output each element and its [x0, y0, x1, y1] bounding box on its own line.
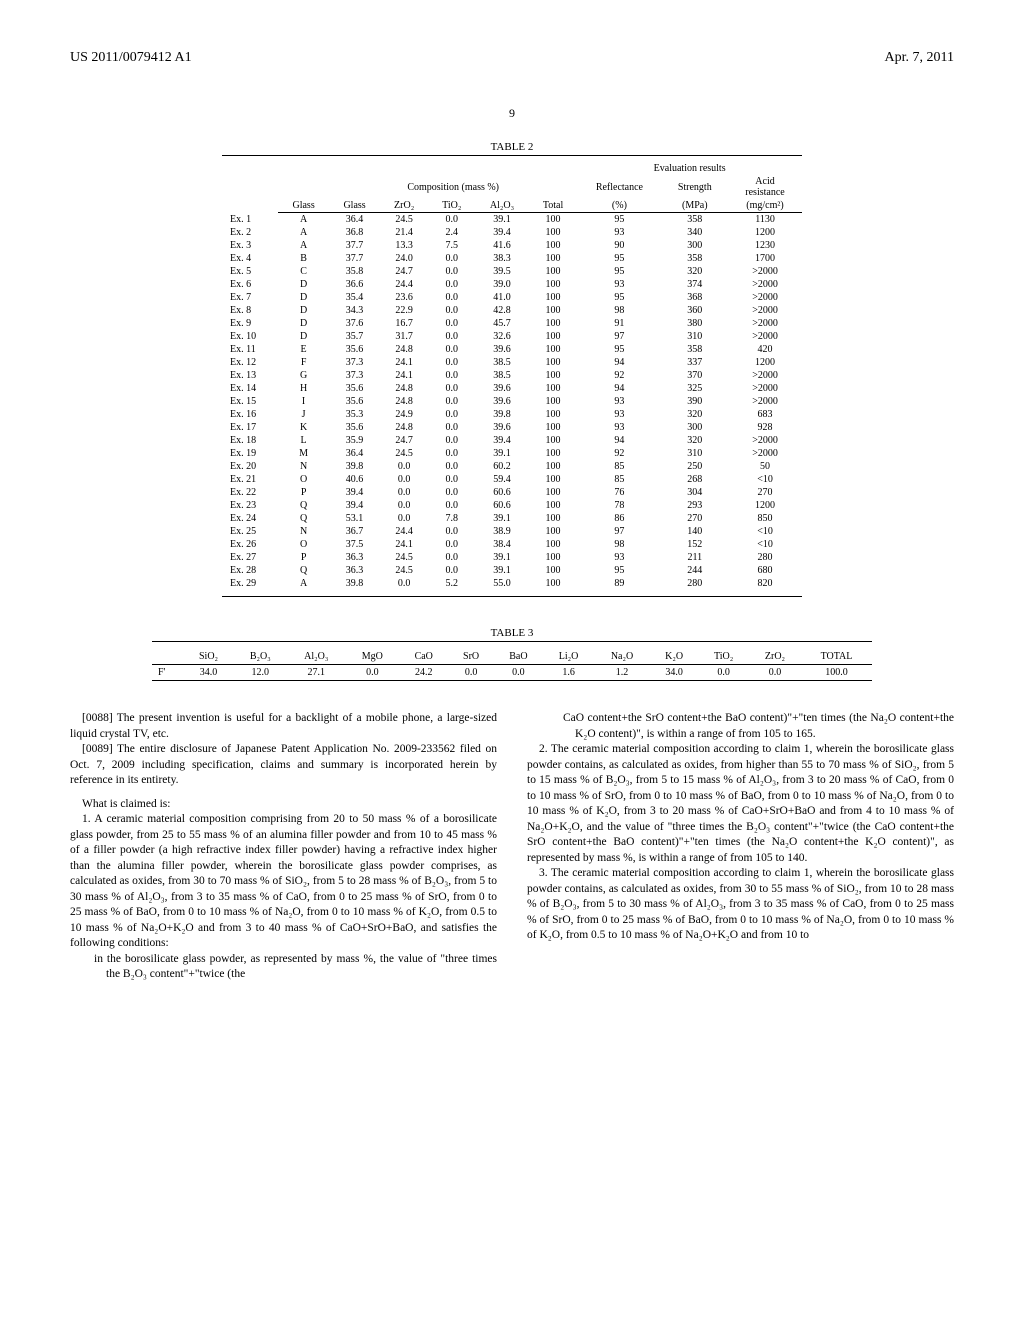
- refl-label: Reflectance: [577, 175, 661, 199]
- claim-1-cont: CaO content+the SrO content+the BaO cont…: [563, 711, 954, 742]
- table3-caption: TABLE 3: [70, 627, 954, 639]
- table-row: Ex. 2A36.821.42.439.4100933401200: [222, 226, 802, 239]
- para-89: [0089] The entire disclosure of Japanese…: [70, 742, 497, 789]
- table3-col-header: BaO: [494, 649, 543, 665]
- table2-col-header: Glass: [329, 199, 380, 213]
- table-row: Ex. 8D34.322.90.042.810098360>2000: [222, 304, 802, 317]
- table2-col-header: Total: [529, 199, 578, 213]
- table2-col-header: (mg/cm²): [728, 199, 802, 213]
- table-row: Ex. 7D35.423.60.041.010095368>2000: [222, 291, 802, 304]
- table3-col-header: TOTAL: [801, 649, 872, 665]
- eval-header: Evaluation results: [577, 162, 802, 175]
- table-row: Ex. 19M36.424.50.039.110092310>2000: [222, 447, 802, 460]
- table-row: Ex. 22P39.40.00.060.610076304270: [222, 486, 802, 499]
- table3-col-header: SrO: [448, 649, 494, 665]
- table3-col-header: K₂O: [650, 649, 698, 665]
- claims-heading: What is claimed is:: [70, 797, 497, 813]
- table2-col-header: Al₂O₃: [475, 199, 529, 213]
- claim-1: 1. A ceramic material composition compri…: [70, 812, 497, 952]
- table-row: Ex. 3A37.713.37.541.6100903001230: [222, 239, 802, 252]
- table2-col-header: TiO₂: [428, 199, 475, 213]
- table2-col-header: [222, 199, 278, 213]
- table3-col-header: TiO₂: [698, 649, 749, 665]
- table-row: Ex. 12F37.324.10.038.5100943371200: [222, 356, 802, 369]
- publication-number: US 2011/0079412 A1: [70, 50, 192, 66]
- table2-col-header: Glass: [278, 199, 329, 213]
- table-row: Ex. 25N36.724.40.038.910097140<10: [222, 525, 802, 538]
- page-number: 9: [70, 106, 954, 121]
- table2-caption: TABLE 2: [70, 141, 954, 153]
- table3-col-header: Li₂O: [543, 649, 594, 665]
- table3-col-header: Al₂O₃: [287, 649, 346, 665]
- table-row: Ex. 18L35.924.70.039.410094320>2000: [222, 434, 802, 447]
- table-row: Ex. 15I35.624.80.039.610093390>2000: [222, 395, 802, 408]
- table-row: Ex. 4B37.724.00.038.3100953581700: [222, 252, 802, 265]
- text-columns: [0088] The present invention is useful f…: [70, 711, 954, 983]
- table3-col-header: ZrO₂: [749, 649, 801, 665]
- page-header: US 2011/0079412 A1 Apr. 7, 2011: [70, 50, 954, 66]
- table3-col-header: SiO₂: [183, 649, 233, 665]
- claim-2: 2. The ceramic material composition acco…: [527, 742, 954, 866]
- table-row: Ex. 27P36.324.50.039.110093211280: [222, 551, 802, 564]
- publication-date: Apr. 7, 2011: [885, 50, 954, 66]
- table-row: Ex. 5C35.824.70.039.510095320>2000: [222, 265, 802, 278]
- table-row: Ex. 24Q53.10.07.839.110086270850: [222, 512, 802, 525]
- table-row: Ex. 26O37.524.10.038.410098152<10: [222, 538, 802, 551]
- table3-col-header: CaO: [399, 649, 448, 665]
- table-row: Ex. 16J35.324.90.039.810093320683: [222, 408, 802, 421]
- table-row: Ex. 29A39.80.05.255.010089280820: [222, 577, 802, 590]
- left-column: [0088] The present invention is useful f…: [70, 711, 497, 983]
- table3-col-header: B₂O₃: [234, 649, 287, 665]
- table-row: Ex. 17K35.624.80.039.610093300928: [222, 421, 802, 434]
- comp-header: Composition (mass %): [329, 175, 577, 199]
- str-label: Strength: [662, 175, 729, 199]
- table2: Evaluation results Composition (mass %) …: [222, 155, 802, 597]
- table3: SiO₂B₂O₃Al₂O₃MgOCaOSrOBaOLi₂ONa₂OK₂OTiO₂…: [152, 641, 872, 681]
- acid-label: Acid resistance: [728, 175, 802, 199]
- table-row: Ex. 11E35.624.80.039.610095358420: [222, 343, 802, 356]
- right-column: CaO content+the SrO content+the BaO cont…: [527, 711, 954, 983]
- table-row: Ex. 1A36.424.50.039.1100953581130: [222, 213, 802, 227]
- table-row: Ex. 6D36.624.40.039.010093374>2000: [222, 278, 802, 291]
- table2-col-header: ZrO₂: [380, 199, 428, 213]
- table-row: Ex. 20N39.80.00.060.21008525050: [222, 460, 802, 473]
- table-row: Ex. 23Q39.40.00.060.6100782931200: [222, 499, 802, 512]
- table2-col-header: (MPa): [662, 199, 729, 213]
- table-row: Ex. 10D35.731.70.032.610097310>2000: [222, 330, 802, 343]
- table-row: Ex. 28Q36.324.50.039.110095244680: [222, 564, 802, 577]
- para-88: [0088] The present invention is useful f…: [70, 711, 497, 742]
- table-row: Ex. 21O40.60.00.059.410085268<10: [222, 473, 802, 486]
- claim-3: 3. The ceramic material composition acco…: [527, 866, 954, 944]
- claim-1-sub: in the borosilicate glass powder, as rep…: [94, 952, 497, 983]
- table3-col-header: MgO: [346, 649, 400, 665]
- table2-col-header: (%): [577, 199, 661, 213]
- table-row: Ex. 13G37.324.10.038.510092370>2000: [222, 369, 802, 382]
- table3-col-header: Na₂O: [594, 649, 650, 665]
- table3-col-header: [152, 649, 183, 665]
- table-row: Ex. 14H35.624.80.039.610094325>2000: [222, 382, 802, 395]
- table-row: Ex. 9D37.616.70.045.710091380>2000: [222, 317, 802, 330]
